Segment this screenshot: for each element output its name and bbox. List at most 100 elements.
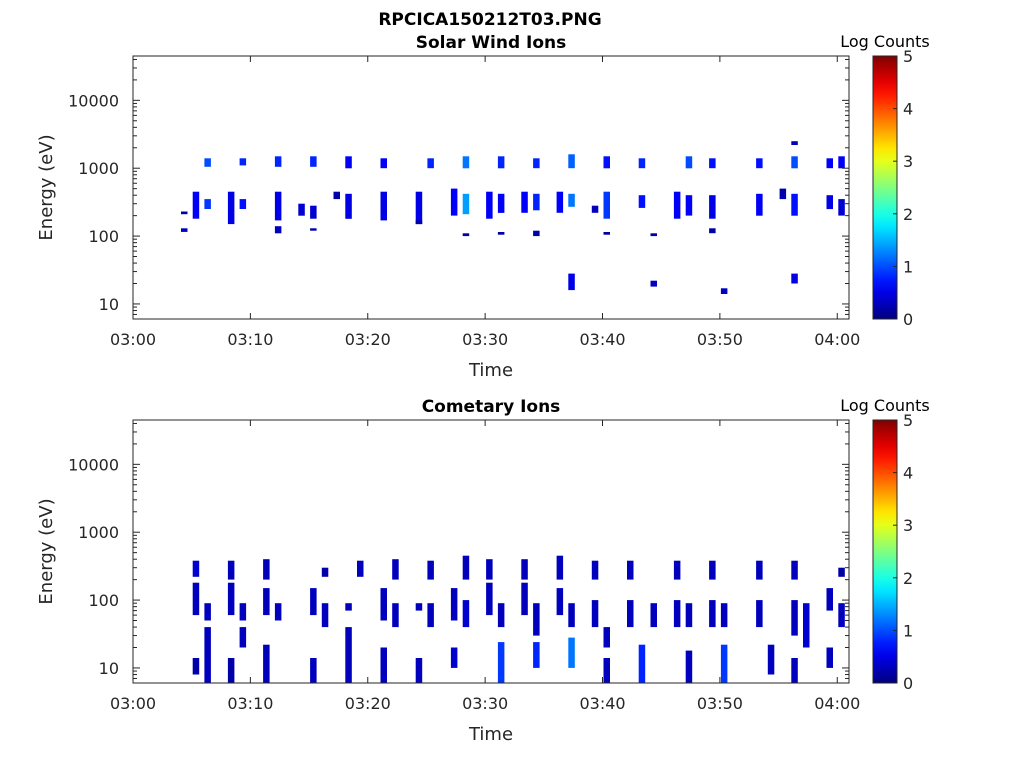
heatmap-bin — [227, 582, 235, 616]
x-axis-label: Time — [468, 360, 513, 381]
heatmap-bin — [427, 560, 434, 580]
colorbar-tick-label: 2 — [903, 205, 913, 224]
colorbar-tick-label: 3 — [903, 516, 913, 535]
heatmap-bin — [673, 600, 681, 628]
colorbar-gradient — [872, 419, 898, 684]
heatmap-bin — [345, 603, 352, 611]
heatmap-bin — [181, 228, 188, 232]
y-axis-label: Energy (eV) — [36, 498, 57, 604]
heatmap-bin — [181, 211, 188, 215]
heatmap-bin — [603, 627, 610, 648]
y-tick-label: 100 — [88, 227, 119, 246]
heatmap-bin — [310, 588, 317, 616]
heatmap-bin — [826, 647, 833, 668]
heatmap-bin — [192, 191, 200, 219]
heatmap-bin — [826, 158, 833, 169]
heatmap-bin — [709, 195, 716, 219]
heatmap-bin — [533, 642, 540, 668]
heatmap-bin — [533, 193, 540, 211]
heatmap-bin — [227, 658, 235, 683]
heatmap-bin — [521, 582, 528, 616]
heatmap-bin — [838, 567, 845, 577]
heatmap-bin — [720, 644, 728, 683]
heatmap-bin — [638, 644, 646, 683]
heatmap-bin — [462, 600, 470, 628]
heatmap-bin — [720, 603, 728, 628]
x-tick-label: 03:30 — [462, 330, 508, 349]
y-tick-label: 1000 — [78, 159, 119, 178]
heatmap-bin — [204, 158, 211, 167]
heatmap-bin — [685, 156, 693, 169]
heatmap-bin — [357, 560, 364, 577]
heatmap-bin — [767, 644, 775, 675]
colorbar-title: Log Counts — [840, 396, 930, 415]
y-tick-label: 10000 — [68, 91, 119, 110]
colorbar-tick-label: 4 — [903, 464, 913, 483]
heatmap-bin — [568, 193, 575, 207]
heatmap-bin — [591, 560, 599, 580]
colorbar-tick-label: 1 — [903, 257, 913, 276]
heatmap-bin — [685, 603, 693, 628]
x-tick-label: 04:00 — [814, 694, 860, 713]
heatmap-bin — [791, 658, 798, 683]
heatmap-bin — [638, 195, 646, 208]
heatmap-bin — [486, 582, 493, 616]
heatmap-bin — [345, 627, 352, 683]
heatmap-bin — [274, 603, 282, 621]
heatmap-bin — [685, 195, 693, 216]
heatmap-bin — [415, 220, 423, 225]
heatmap-bin — [227, 191, 235, 225]
heatmap-bin — [709, 560, 716, 580]
heatmap-bin — [298, 203, 305, 216]
heatmap-bin — [497, 232, 505, 235]
heatmap-bin — [709, 600, 716, 628]
heatmap-bin — [791, 193, 798, 216]
colorbar-tick-label: 0 — [903, 310, 913, 329]
heatmap-bin — [486, 191, 493, 219]
heatmap-bin — [345, 156, 352, 169]
heatmap-bin — [603, 658, 610, 683]
heatmap-bins — [192, 555, 845, 683]
heatmap-bin — [803, 603, 810, 648]
heatmap-bin — [627, 600, 634, 628]
x-tick-label: 03:10 — [227, 330, 273, 349]
x-tick-label: 03:00 — [110, 694, 156, 713]
panel-title: Solar Wind Ions — [416, 33, 567, 53]
heatmap-bins — [181, 141, 845, 294]
heatmap-bin — [321, 567, 329, 577]
heatmap-bin — [227, 560, 235, 580]
heatmap-bin — [462, 193, 470, 215]
heatmap-bin — [720, 288, 728, 294]
x-tick-label: 03:40 — [579, 330, 625, 349]
axes-frame — [132, 419, 850, 684]
colorbar-title: Log Counts — [840, 32, 930, 51]
heatmap-bin — [263, 644, 270, 683]
heatmap-bin — [497, 193, 505, 213]
heatmap-bin — [603, 156, 610, 169]
heatmap-bin — [521, 559, 528, 580]
panel-title: Cometary Ions — [422, 397, 561, 417]
x-axis-label: Time — [468, 724, 513, 745]
heatmap-bin — [310, 658, 317, 683]
x-tick-label: 03:10 — [227, 694, 273, 713]
heatmap-bin — [709, 158, 716, 169]
heatmap-bin — [838, 199, 845, 216]
x-tick-label: 03:50 — [697, 694, 743, 713]
heatmap-bin — [392, 559, 399, 580]
colorbar-tick-label: 5 — [903, 411, 913, 430]
heatmap-bin — [556, 191, 564, 213]
heatmap-bin — [627, 560, 634, 580]
heatmap-bin — [756, 560, 763, 580]
heatmap-bin — [380, 588, 387, 621]
heatmap-bin — [568, 637, 575, 668]
heatmap-bin — [638, 158, 646, 169]
heatmap-bin — [310, 228, 317, 231]
y-tick-label: 10 — [99, 295, 119, 314]
colorbar-tick-label: 0 — [903, 674, 913, 693]
heatmap-bin — [533, 230, 540, 237]
heatmap-bin — [568, 603, 575, 628]
heatmap-bin — [838, 156, 845, 169]
heatmap-bin — [462, 555, 470, 580]
heatmap-bin — [263, 559, 270, 580]
x-tick-label: 03:20 — [345, 694, 391, 713]
